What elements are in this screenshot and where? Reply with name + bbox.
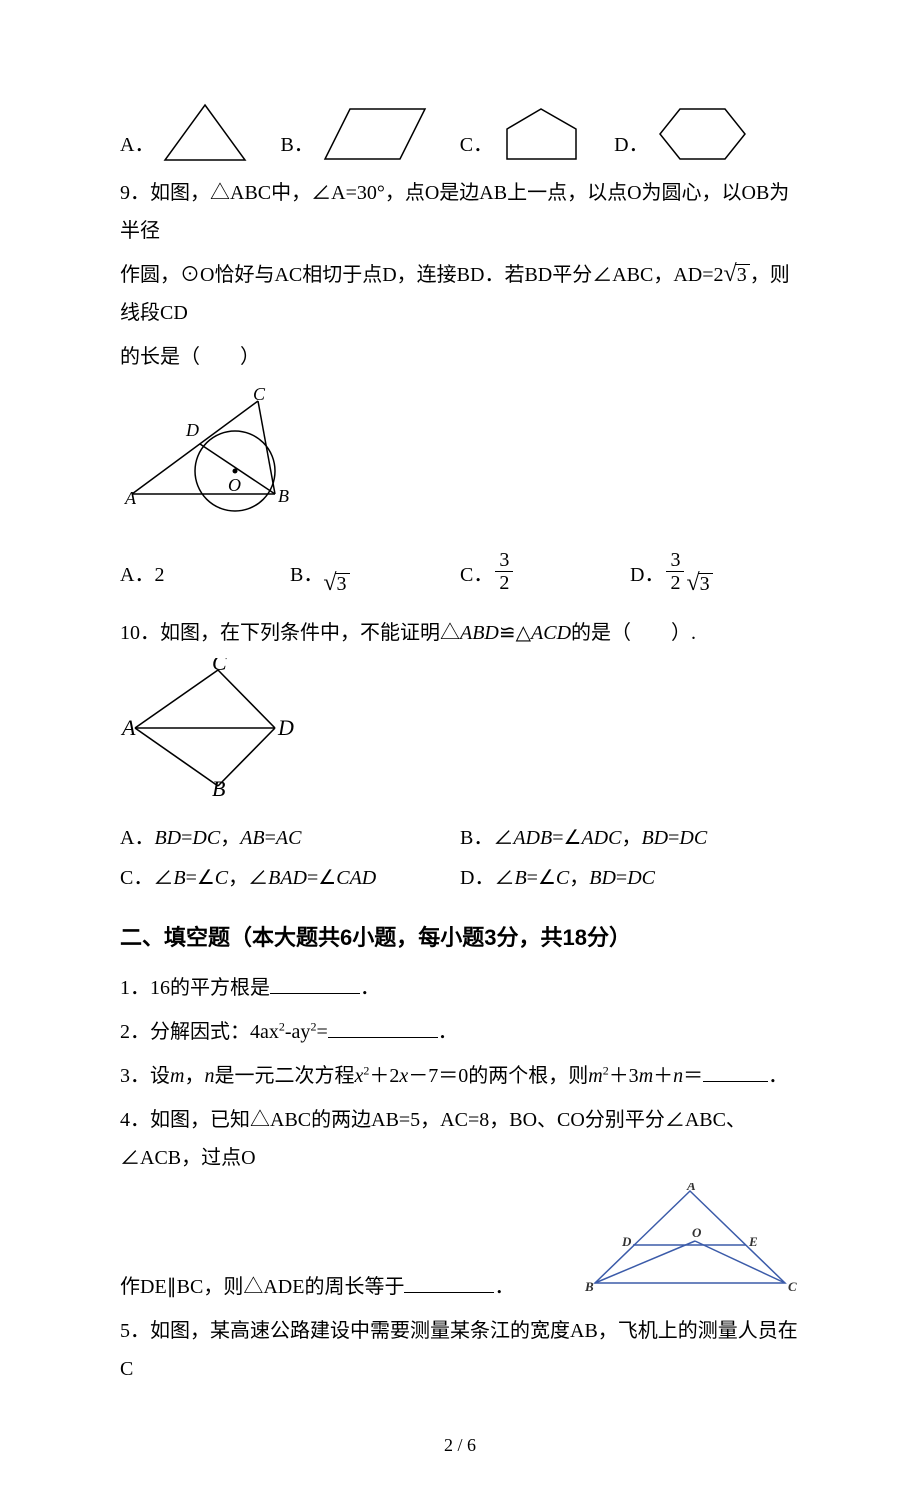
q9-line3: 的长是（ ） bbox=[120, 338, 800, 376]
svg-text:D: D bbox=[185, 420, 199, 440]
q9-a-label: A． bbox=[120, 556, 154, 594]
q9-opt-b: B． √3 bbox=[290, 556, 460, 594]
f4-a: 作DE∥BC，则△ADE的周长等于 bbox=[120, 1276, 404, 1298]
q10-text: 10．如图，在下列条件中，不能证明△ABD≌△ACD的是（ ）. bbox=[120, 614, 800, 652]
sqrt-icon: √3 bbox=[724, 264, 750, 285]
opt-d-label: D． bbox=[614, 126, 648, 164]
q9-line1: 9．如图，△ABC中，∠A=30°，点O是边AB上一点，以点O为圆心，以OB为半… bbox=[120, 174, 800, 250]
shape-option-a: A． bbox=[120, 100, 250, 164]
fill-2: 2．分解因式：4ax2-ay2=． bbox=[120, 1013, 800, 1051]
q10-opt-c: C．∠B=∠C，∠BAD=∠CAD bbox=[120, 859, 460, 897]
sqrt-icon: √3 bbox=[323, 573, 349, 594]
f1-a: 1．16的平方根是 bbox=[120, 977, 270, 999]
q10-options: A．BD=DC，AB=AC B．∠ADB=∠ADC，BD=DC C．∠B=∠C，… bbox=[120, 819, 800, 897]
fraction: 3 2 bbox=[495, 549, 513, 594]
q9-opt-d: D． 3 2 √3 bbox=[630, 549, 800, 594]
q10-mid: ≌△ bbox=[499, 622, 531, 644]
q9-line2: 作圆，⊙O恰好与AC相切于点D，连接BD．若BD平分∠ABC，AD=2√3，则线… bbox=[120, 256, 800, 332]
q10-i2: ACD bbox=[531, 622, 571, 644]
q10-t1: 10．如图，在下列条件中，不能证明△ bbox=[120, 622, 460, 644]
svg-text:C: C bbox=[788, 1279, 797, 1293]
q9-options: A． 2 B． √3 C． 3 2 D． 3 2 √3 bbox=[120, 549, 800, 594]
q9-a-val: 2 bbox=[154, 556, 164, 594]
svg-text:D: D bbox=[277, 715, 294, 740]
answer-blank[interactable] bbox=[703, 1063, 768, 1082]
q9-opt-a: A． 2 bbox=[120, 556, 290, 594]
answer-blank[interactable] bbox=[404, 1274, 494, 1293]
q9-c-label: C． bbox=[460, 556, 493, 594]
shape-options-row: A． B． C． D． bbox=[120, 100, 800, 164]
fill-4-line1: 4．如图，已知△ABC的两边AB=5，AC=8，BO、CO分别平分∠ABC、∠A… bbox=[120, 1101, 800, 1177]
svg-text:D: D bbox=[621, 1234, 632, 1249]
q9-b-label: B． bbox=[290, 556, 323, 594]
f4-b: ． bbox=[494, 1276, 514, 1298]
svg-text:O: O bbox=[228, 475, 241, 495]
shape-option-b: B． bbox=[280, 104, 429, 164]
shape-option-c: C． bbox=[460, 104, 584, 164]
fill-5: 5．如图，某高速公路建设中需要测量某条江的宽度AB，飞机上的测量人员在C bbox=[120, 1312, 800, 1388]
q9-line2a: 作圆，⊙O恰好与AC相切于点D，连接BD．若BD平分∠ABC，AD=2 bbox=[120, 264, 724, 286]
hexagon-icon bbox=[655, 104, 750, 164]
pentagon-icon bbox=[499, 104, 584, 164]
answer-blank[interactable] bbox=[328, 1019, 438, 1038]
opt-b-label: B． bbox=[280, 126, 313, 164]
fill-4-line2: 作DE∥BC，则△ADE的周长等于 ． A B C D E O bbox=[120, 1183, 800, 1306]
triangle-icon bbox=[160, 100, 250, 164]
f1-b: ． bbox=[360, 977, 380, 999]
svg-text:B: B bbox=[278, 486, 289, 506]
svg-text:B: B bbox=[212, 776, 225, 798]
parallelogram-icon bbox=[320, 104, 430, 164]
q9-opt-c: C． 3 2 bbox=[460, 549, 630, 594]
svg-text:A: A bbox=[686, 1183, 696, 1193]
page-footer: 2 / 6 bbox=[120, 1428, 800, 1462]
svg-text:E: E bbox=[748, 1234, 758, 1249]
f2-c: = bbox=[316, 1021, 327, 1043]
fill-1: 1．16的平方根是 ． bbox=[120, 969, 800, 1007]
q10-end: 的是（ ）. bbox=[571, 622, 696, 644]
sqrt-icon: √3 bbox=[686, 573, 712, 594]
f4-figure: A B C D E O bbox=[580, 1183, 800, 1306]
svg-text:C: C bbox=[212, 658, 227, 675]
svg-text:O: O bbox=[692, 1225, 702, 1240]
f2-b: -ay bbox=[285, 1021, 311, 1043]
q9-figure: A B C D O bbox=[120, 386, 800, 529]
fill-3: 3．设m，n是一元二次方程x2＋2x－7＝0的两个根，则m2＋3m＋n＝． bbox=[120, 1057, 800, 1095]
svg-text:A: A bbox=[120, 715, 136, 740]
q10-opt-a: A．BD=DC，AB=AC bbox=[120, 819, 460, 857]
q9-d-label: D． bbox=[630, 556, 664, 594]
q10-opt-d: D．∠B=∠C，BD=DC bbox=[460, 859, 800, 897]
opt-a-label: A． bbox=[120, 126, 154, 164]
f2-d: ． bbox=[438, 1021, 458, 1043]
svg-text:B: B bbox=[584, 1279, 594, 1293]
answer-blank[interactable] bbox=[270, 975, 360, 994]
opt-c-label: C． bbox=[460, 126, 493, 164]
q10-i1: ABD bbox=[460, 622, 499, 644]
f2-a: 2．分解因式：4ax bbox=[120, 1021, 279, 1043]
q10-opt-b: B．∠ADB=∠ADC，BD=DC bbox=[460, 819, 800, 857]
q10-figure: A D C B bbox=[120, 658, 800, 811]
fraction: 3 2 bbox=[666, 549, 684, 594]
svg-text:C: C bbox=[253, 386, 266, 404]
svg-text:A: A bbox=[124, 488, 137, 508]
shape-option-d: D． bbox=[614, 104, 749, 164]
section2-title: 二、填空题（本大题共6小题，每小题3分，共18分） bbox=[120, 917, 800, 959]
